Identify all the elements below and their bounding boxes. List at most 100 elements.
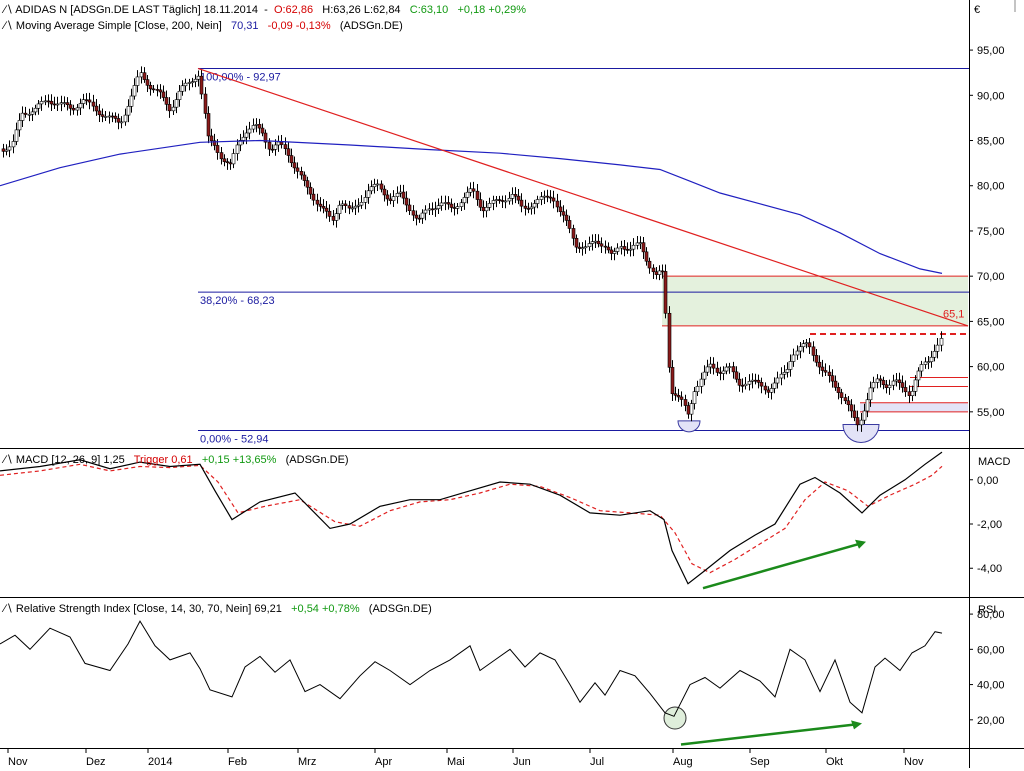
candle-body xyxy=(695,386,700,392)
candle-body xyxy=(43,100,48,103)
rsi-panel: 20,00 40,00 60,00 80,00 xyxy=(0,609,1005,746)
candle-body xyxy=(59,102,64,105)
candle-body xyxy=(567,220,572,229)
candle-body xyxy=(475,190,480,200)
candle-body xyxy=(743,383,748,387)
candle-body xyxy=(254,124,259,126)
candle-body xyxy=(145,79,150,86)
candle-body xyxy=(670,367,675,395)
candle-body xyxy=(497,199,502,201)
x-axis-tick-label: Okt xyxy=(826,756,843,768)
x-axis-tick-label: Sep xyxy=(750,756,770,768)
candle-body xyxy=(795,350,800,356)
candle-body xyxy=(353,205,358,209)
candle-body xyxy=(676,394,681,398)
candle-body xyxy=(807,342,812,348)
candle-body xyxy=(20,112,25,121)
candle-body xyxy=(135,76,140,86)
rsi-line xyxy=(0,620,943,717)
candle-body xyxy=(615,247,620,252)
candle-body xyxy=(839,392,844,398)
candle-body xyxy=(404,197,409,206)
candle-body xyxy=(631,244,636,250)
candle-body xyxy=(635,242,640,246)
candle-body xyxy=(481,206,486,212)
candle-body xyxy=(411,210,416,216)
candle-body xyxy=(532,203,537,208)
macd-trigger-line xyxy=(0,463,943,574)
macd-axis-tick-label: -4,00 xyxy=(977,563,1002,575)
candle-body xyxy=(369,186,374,192)
candle-body xyxy=(494,199,499,201)
candle-body xyxy=(798,346,803,352)
candle-body xyxy=(372,183,377,188)
candle-body xyxy=(302,174,307,181)
candle-body xyxy=(87,99,92,103)
support-zone xyxy=(860,402,968,412)
candle-body xyxy=(155,89,160,91)
candle-body xyxy=(379,183,384,190)
candle-body xyxy=(529,206,534,210)
candle-body xyxy=(439,202,444,206)
candle-body xyxy=(647,260,652,269)
candle-body xyxy=(478,199,483,208)
candle-body xyxy=(84,99,89,101)
candle-body xyxy=(39,101,44,105)
candle-body xyxy=(836,387,841,393)
candle-body xyxy=(555,200,560,208)
candle-body xyxy=(27,113,32,116)
candle-body xyxy=(913,379,918,392)
candle-body xyxy=(737,378,742,386)
candle-body xyxy=(420,212,425,219)
rsi-symbol: (ADSGn.DE) xyxy=(368,603,432,615)
x-axis-tick-label: Jun xyxy=(513,756,531,768)
candle-body xyxy=(164,97,169,105)
candle-body xyxy=(782,372,787,375)
candle-body xyxy=(471,188,476,192)
x-axis-tick-label: 2014 xyxy=(148,756,172,768)
candle-body xyxy=(129,95,134,107)
candle-body xyxy=(660,270,665,273)
candle-body xyxy=(801,343,806,348)
macd-arrow-head xyxy=(855,539,866,549)
candle-body xyxy=(603,245,608,248)
candle-body xyxy=(849,404,854,412)
candle-body xyxy=(206,113,211,137)
ma200-line xyxy=(0,139,943,274)
candle-body xyxy=(619,246,624,249)
candle-body xyxy=(225,161,230,163)
candle-body xyxy=(513,194,518,197)
candle-body xyxy=(779,373,784,379)
candle-body xyxy=(542,195,547,198)
candle-body xyxy=(910,391,915,396)
candle-body xyxy=(366,190,371,198)
candle-body xyxy=(817,361,822,368)
candle-body xyxy=(318,203,323,207)
candle-body xyxy=(276,141,281,146)
candle-body xyxy=(823,370,828,373)
candle-body xyxy=(462,197,467,204)
candle-body xyxy=(587,243,592,248)
candle-body xyxy=(711,363,716,369)
candle-body xyxy=(350,207,355,210)
candle-body xyxy=(52,103,57,106)
candle-body xyxy=(926,361,931,363)
candle-body xyxy=(564,214,569,221)
close-value: C:63,10 xyxy=(409,4,449,16)
candle-body xyxy=(510,194,515,199)
fib-level-label: 0,00% - 52,94 xyxy=(200,433,269,445)
candle-body xyxy=(734,371,739,380)
candle-body xyxy=(161,91,166,98)
candle-body xyxy=(398,191,403,194)
candle-body xyxy=(628,248,633,251)
candle-body xyxy=(487,203,492,208)
rsi-axis-tick-label: 60,00 xyxy=(977,644,1005,656)
candle-body xyxy=(171,106,176,112)
candle-body xyxy=(212,140,217,146)
candle-body xyxy=(391,196,396,201)
macd-axis-tick-label: 0,00 xyxy=(977,475,998,487)
candle-body xyxy=(151,88,156,91)
candle-body xyxy=(865,399,870,412)
candle-body xyxy=(772,382,777,389)
candle-body xyxy=(887,384,892,389)
